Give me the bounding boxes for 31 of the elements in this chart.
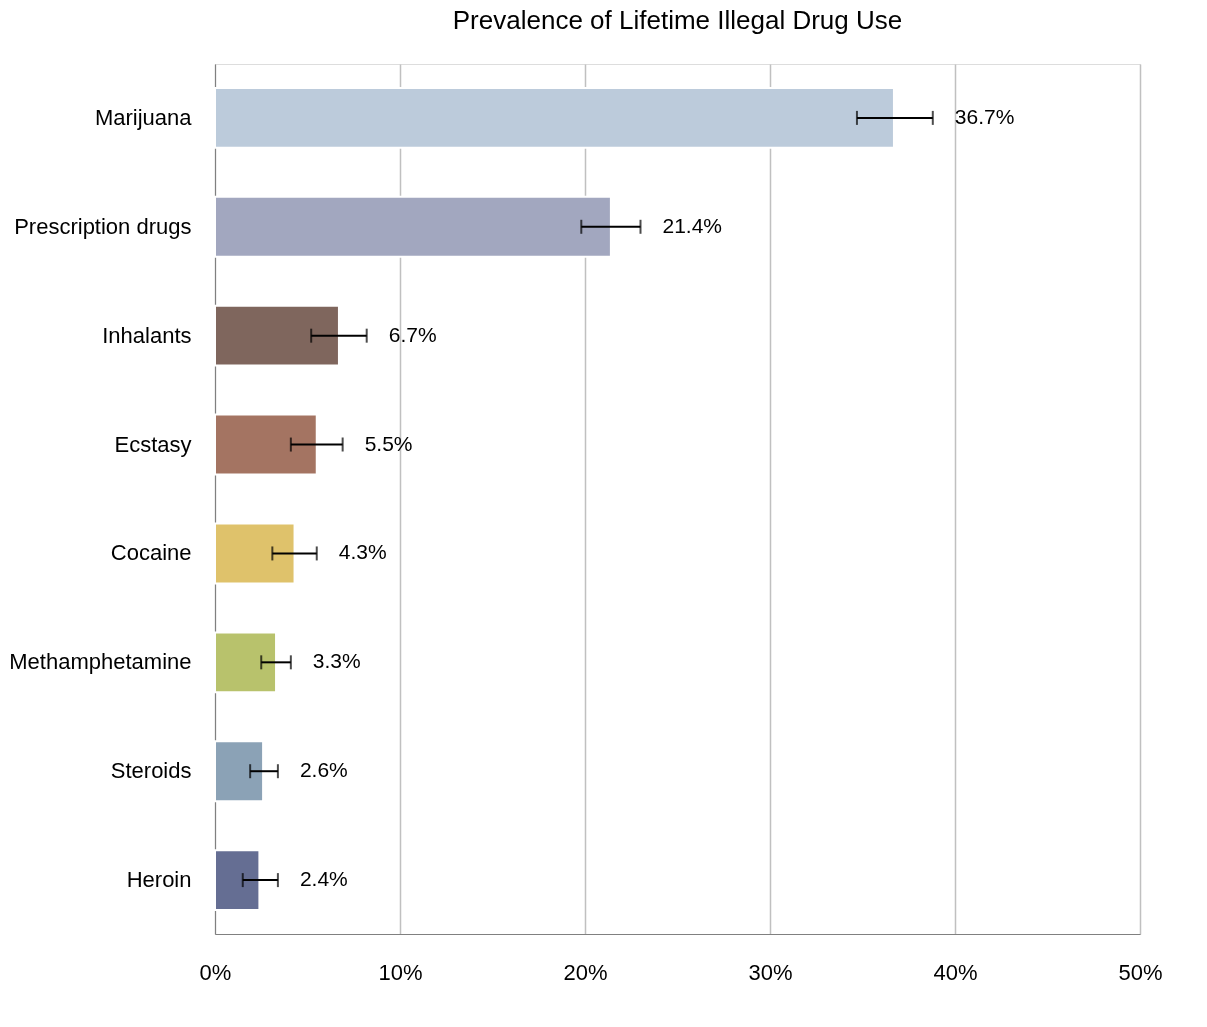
bar — [214, 304, 340, 367]
bar — [214, 522, 296, 585]
data-label: 2.4% — [299, 867, 348, 891]
bar — [214, 86, 895, 149]
bar — [214, 195, 612, 258]
data-label: 3.3% — [312, 649, 361, 673]
y-tick-label: Ecstasy — [114, 431, 192, 457]
data-label: 6.7% — [388, 322, 437, 346]
data-label: 21.4% — [662, 213, 723, 237]
bar — [214, 849, 261, 912]
y-tick-label: Cocaine — [110, 540, 192, 566]
y-tick-label: Heroin — [126, 867, 192, 893]
chart-title: Prevalence of Lifetime Illegal Drug Use — [452, 5, 903, 35]
bar — [214, 740, 265, 803]
bar — [214, 413, 318, 476]
data-label: 36.7% — [954, 104, 1015, 128]
y-tick-label: Inhalants — [102, 322, 192, 348]
x-tick-label: 20% — [563, 959, 608, 985]
x-tick-label: 40% — [933, 959, 978, 985]
bar — [214, 631, 278, 694]
x-tick-label: 30% — [748, 959, 793, 985]
x-tick-label: 10% — [378, 959, 423, 985]
x-tick-label: 50% — [1118, 959, 1163, 985]
y-tick-label: Prescription drugs — [14, 213, 192, 239]
y-tick-label: Methamphetamine — [9, 649, 192, 675]
data-label: 5.5% — [364, 431, 413, 455]
data-label: 2.6% — [299, 758, 348, 782]
y-tick-label: Marijuana — [94, 104, 193, 130]
data-label: 4.3% — [338, 540, 387, 564]
y-tick-label: Steroids — [110, 758, 192, 784]
x-tick-label: 0% — [199, 959, 232, 985]
